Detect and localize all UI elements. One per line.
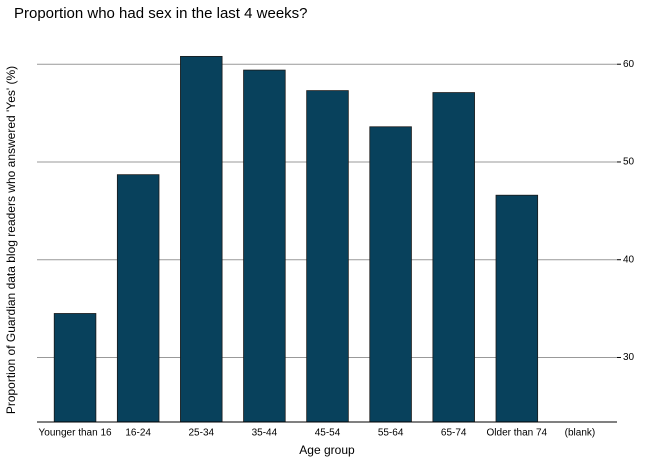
bar bbox=[369, 126, 412, 423]
x-tick-label: 55-64 bbox=[378, 428, 404, 439]
y-tick-label: 30 bbox=[623, 352, 635, 363]
bar bbox=[306, 90, 349, 423]
x-tick-label: Younger than 16 bbox=[39, 428, 112, 439]
y-tick-label: 40 bbox=[623, 254, 635, 265]
bar bbox=[180, 55, 223, 423]
y-tick-label: 60 bbox=[623, 59, 635, 70]
x-axis-title: Age group bbox=[299, 443, 355, 457]
bar bbox=[116, 174, 160, 423]
bar bbox=[243, 69, 286, 423]
x-tick-label: 25-34 bbox=[188, 428, 214, 439]
x-tick-label: Older than 74 bbox=[487, 428, 548, 439]
x-tick-label: 65-74 bbox=[441, 428, 467, 439]
y-axis-title: Proportion of Guardian data blog readers… bbox=[4, 66, 18, 414]
y-tick-label: 50 bbox=[623, 157, 635, 168]
x-tick-label: (blank) bbox=[565, 428, 596, 439]
bar bbox=[53, 313, 97, 423]
x-tick-label: 16-24 bbox=[125, 428, 151, 439]
bar bbox=[432, 92, 475, 423]
x-tick-label: 35-44 bbox=[252, 428, 278, 439]
bar bbox=[495, 194, 539, 423]
x-tick-label: 45-54 bbox=[315, 428, 341, 439]
chart-title: Proportion who had sex in the last 4 wee… bbox=[14, 5, 308, 22]
